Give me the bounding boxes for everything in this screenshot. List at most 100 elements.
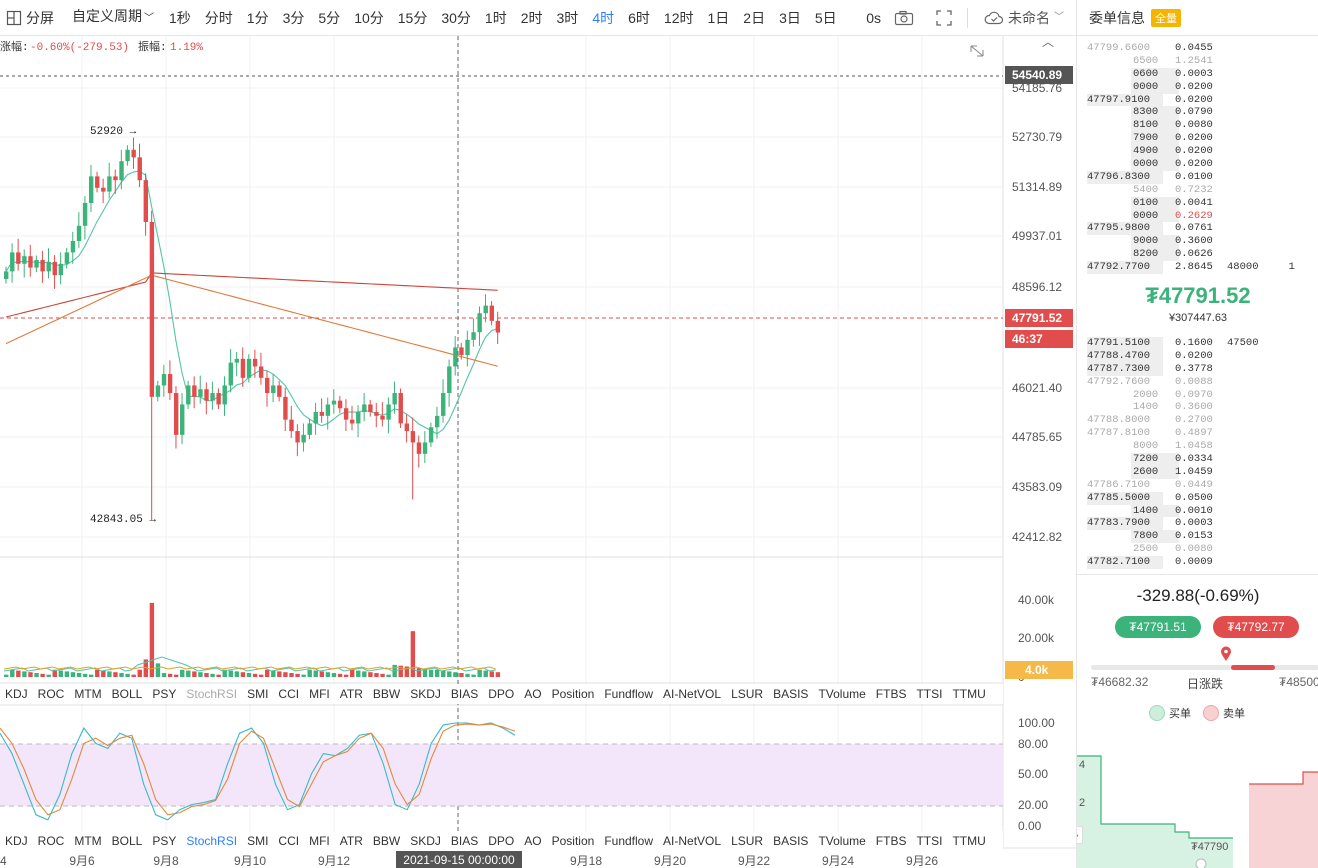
order-book-row[interactable]: 47788.4700 0.0200 [1077,349,1318,363]
indicator-tab-bbw[interactable]: BBW [372,687,401,701]
indicator-tab-roc[interactable]: ROC [37,834,65,848]
order-book-row[interactable]: 8000 1.0458 [1077,440,1318,453]
indicator-tab-basis[interactable]: BASIS [773,687,809,701]
interval-tab-5[interactable]: 10分 [354,9,384,26]
indicator-tab-smi[interactable]: SMI [247,834,269,848]
interval-tab-0[interactable]: 1秒 [169,9,191,26]
order-book-row[interactable]: 8100 0.0080 [1077,119,1318,133]
interval-tab-1[interactable]: 分时 [204,9,233,26]
indicator-tab-stochrsi[interactable]: StochRSI [186,834,238,848]
order-book-row[interactable]: 8200 0.0626 [1077,248,1318,262]
indicator-tab-ttsi[interactable]: TTSI [916,687,943,701]
indicator-tab-bbw[interactable]: BBW [372,834,401,848]
depth-chart[interactable]: 4 2 ₮47790 [1077,728,1318,868]
indicator-tab-ai-netvol[interactable]: AI-NetVOL [663,687,722,701]
order-book-row[interactable]: 0600 0.0003 [1077,67,1318,81]
order-book-row[interactable]: 7200 0.0334 [1077,453,1318,466]
interval-tab-17[interactable]: 5日 [814,9,837,26]
order-book-row[interactable]: 47797.9100 0.0200 [1077,93,1318,107]
indicator-tab-position[interactable]: Position [551,687,595,701]
order-book-row[interactable]: 1400 0.0010 [1077,504,1318,518]
order-book-row[interactable]: 47792.7600 0.0088 [1077,376,1318,389]
indicator-tab-basis[interactable]: BASIS [773,834,809,848]
interval-tab-16[interactable]: 3日 [779,9,801,26]
best-ask-button[interactable]: ₮47792.77 [1213,616,1299,638]
indicator-tab-tvolume[interactable]: TVolume [818,687,866,701]
indicator-tab-smi[interactable]: SMI [247,687,269,701]
interval-tab-8[interactable]: 1时 [484,9,507,26]
indicator-tab-roc[interactable]: ROC [37,687,65,701]
indicator-tab-ftbs[interactable]: FTBS [875,834,907,848]
order-book-row[interactable]: 47783.7900 0.0003 [1077,517,1318,531]
interval-tab-3[interactable]: 3分 [282,9,305,26]
panel-toggle-icon[interactable]: › [1077,826,1083,844]
indicator-tab-ao[interactable]: AO [524,834,542,848]
order-book-row[interactable]: 47787.8100 0.4897 [1077,427,1318,440]
order-book-row[interactable]: 47786.7100 0.0449 [1077,479,1318,492]
order-book-row[interactable]: 47787.7300 0.3778 [1077,362,1318,376]
custom-period-dropdown[interactable]: 自定义周期 ﹀ [64,0,162,37]
indicator-tab-position[interactable]: Position [551,834,595,848]
indicator-tab-fundflow[interactable]: Fundflow [604,687,654,701]
order-book-row[interactable]: 9000 0.3600 [1077,235,1318,249]
order-book-row[interactable]: 47795.9800 0.0761 [1077,222,1318,236]
indicator-tab-tvolume[interactable]: TVolume [818,834,866,848]
order-book-row[interactable]: 6500 1.2541 [1077,55,1318,68]
order-book-row[interactable]: 0100 0.0041 [1077,196,1318,210]
indicator-tab-ftbs[interactable]: FTBS [875,687,907,701]
order-book-row[interactable]: 8300 0.0790 [1077,106,1318,120]
indicator-tab-ai-netvol[interactable]: AI-NetVOL [663,834,722,848]
indicator-tab-mfi[interactable]: MFI [309,834,330,848]
indicator-tab-skdj[interactable]: SKDJ [410,834,441,848]
interval-tab-9[interactable]: 2时 [520,9,543,26]
order-book-row[interactable]: 47791.5100 0.1600 47500 [1077,337,1318,350]
chart-area[interactable]: 涨幅: -0.60%(-279.53) 振幅: 1.19% ︿ 54185.76… [0,36,1076,868]
interval-tab-14[interactable]: 1日 [707,9,730,26]
order-book-row[interactable]: 0000 0.2629 [1077,209,1318,223]
collapse-caret-icon[interactable]: ︿ [1042,36,1054,49]
order-book-row[interactable]: 4900 0.0200 [1077,145,1318,159]
order-book-row[interactable]: 2600 1.0459 [1077,465,1318,479]
indicator-tab-dpo[interactable]: DPO [488,834,515,848]
order-book-row[interactable]: 47796.8300 0.0100 [1077,170,1318,184]
indicator-tab-boll[interactable]: BOLL [111,834,143,848]
indicator-tab-boll[interactable]: BOLL [111,687,143,701]
indicator-tab-dpo[interactable]: DPO [488,687,515,701]
candlestick-chart[interactable]: 涨幅: -0.60%(-279.53) 振幅: 1.19% ︿ 54185.76… [0,36,1076,868]
order-book-row[interactable]: 47788.8000 0.2700 [1077,414,1318,427]
interval-tab-6[interactable]: 15分 [397,9,428,26]
interval-tab-11[interactable]: 4时 [592,9,615,26]
indicator-tab-bias[interactable]: BIAS [450,687,479,701]
indicator-tab-bias[interactable]: BIAS [450,834,479,848]
interval-tab-4[interactable]: 5分 [318,9,341,26]
indicator-tab-mfi[interactable]: MFI [309,687,330,701]
indicator-tab-ttsi[interactable]: TTSI [916,834,943,848]
indicator-tab-lsur[interactable]: LSUR [731,834,764,848]
order-book-row[interactable]: 47799.6600 0.0455 [1077,42,1318,55]
order-book-row[interactable]: 47782.7100 0.0009 [1077,556,1318,570]
full-depth-badge[interactable]: 全量 [1151,8,1181,27]
interval-tab-2[interactable]: 1分 [246,9,269,26]
order-book-row[interactable]: 0000 0.0200 [1077,158,1318,171]
indicator-tab-kdj[interactable]: KDJ [5,834,28,848]
expand-icon[interactable] [968,43,986,59]
countdown-toggle[interactable]: 0s [866,10,881,26]
indicator-tab-skdj[interactable]: SKDJ [410,687,441,701]
indicator-tab-atr[interactable]: ATR [339,834,363,848]
order-book-row[interactable]: 7800 0.0153 [1077,530,1318,544]
order-book-row[interactable]: 47785.5000 0.0500 [1077,491,1318,505]
indicator-tab-ao[interactable]: AO [524,687,542,701]
order-book-row[interactable]: 47792.7700 2.8645 48000 1 [1077,261,1318,275]
indicator-tab-cci[interactable]: CCI [278,687,300,701]
order-book-row[interactable]: 1400 0.3600 [1077,401,1318,414]
indicator-tab-mtm[interactable]: MTM [74,834,102,848]
indicator-tab-stochrsi[interactable]: StochRSI [186,687,238,701]
indicator-tab-atr[interactable]: ATR [339,687,363,701]
order-book-row[interactable]: 5400 0.7232 [1077,184,1318,197]
indicator-tab-psy[interactable]: PSY [152,834,177,848]
indicator-tab-lsur[interactable]: LSUR [731,687,764,701]
interval-tab-15[interactable]: 2日 [743,9,766,26]
interval-tab-10[interactable]: 3时 [556,9,579,26]
split-screen-button[interactable]: 分屏 [0,0,64,36]
indicator-tab-ttmu[interactable]: TTMU [952,834,986,848]
